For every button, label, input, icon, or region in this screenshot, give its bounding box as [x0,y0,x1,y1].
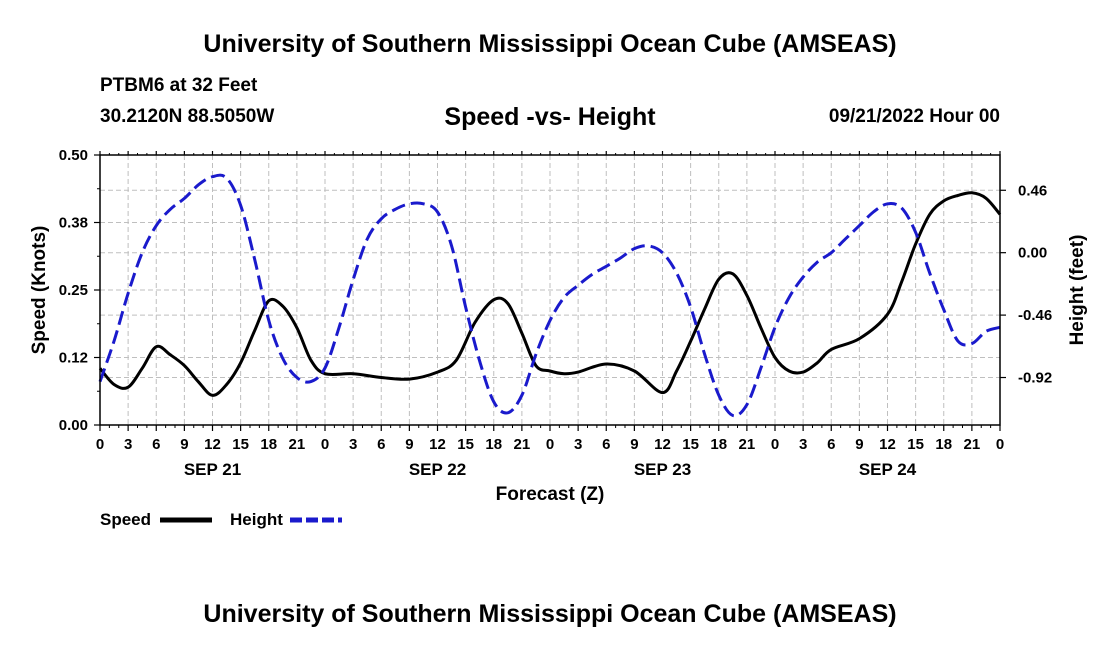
y2-tick-label: 0.46 [1018,182,1047,199]
x-tick-label: 21 [964,436,981,453]
legend-height-label: Height [230,510,283,529]
x-tick-label: 15 [232,436,249,453]
x-tick-label: 6 [602,436,610,453]
x-tick-label: 12 [429,436,446,453]
x-tick-label: 9 [630,436,638,453]
y2-tick-label: -0.92 [1018,370,1052,387]
y-tick-label: 0.38 [59,215,88,232]
y2-tick-label: 0.00 [1018,245,1047,262]
x-tick-label: 18 [935,436,952,453]
x-tick-label: 3 [799,436,807,453]
x-tick-label: 6 [152,436,160,453]
axis-ticks: 0 3 6 9 12 15 18 21 0 3 6 9 12 15 18 21 0 3 6 9 12 15 18 21 0 3 6 9… [59,147,1052,479]
x-tick-label: 18 [485,436,502,453]
series-line-height [98,173,1001,418]
day-label: SEP 23 [634,460,691,479]
grid [99,154,1001,426]
y-tick-label: 0.25 [59,282,88,299]
y-axis-label: Speed (Knots) [29,226,50,355]
page-title-bottom: University of Southern Mississippi Ocean… [203,600,897,628]
x-tick-label: 3 [574,436,582,453]
station-label: PTBM6 at 32 Feet [100,75,258,96]
x-tick-label: 21 [514,436,531,453]
x-axis-label: Forecast (Z) [496,484,605,505]
x-tick-label: 9 [405,436,413,453]
x-tick-label: 6 [377,436,385,453]
day-label: SEP 24 [859,460,917,479]
x-tick-label: 15 [907,436,924,453]
y2-axis-label: Height (feet) [1067,235,1088,346]
x-tick-label: 21 [289,436,306,453]
y-tick-label: 0.50 [59,147,88,164]
location-label: 30.2120N 88.5050W [100,106,275,127]
x-tick-label: 12 [204,436,221,453]
x-tick-label: 15 [682,436,699,453]
legend-speed-label: Speed [100,510,151,529]
x-tick-label: 9 [180,436,188,453]
x-tick-label: 21 [739,436,756,453]
chart-title: Speed -vs- Height [444,103,656,131]
x-tick-label: 15 [457,436,474,453]
x-tick-label: 0 [321,436,329,453]
day-label: SEP 21 [184,460,241,479]
x-tick-label: 9 [855,436,863,453]
plot-frame [99,154,1001,426]
series [98,173,1002,418]
y2-tick-label: -0.46 [1018,307,1052,324]
day-label: SEP 22 [409,460,466,479]
x-tick-label: 12 [879,436,896,453]
x-tick-label: 0 [771,436,779,453]
x-tick-label: 0 [996,436,1004,453]
x-tick-label: 0 [546,436,554,453]
y-tick-label: 0.12 [59,350,88,367]
x-tick-label: 0 [96,436,104,453]
series-line-speed [98,191,1002,397]
x-tick-label: 18 [260,436,277,453]
x-tick-label: 12 [654,436,671,453]
y-tick-label: 0.00 [59,417,88,434]
x-tick-label: 3 [349,436,357,453]
x-tick-label: 6 [827,436,835,453]
x-tick-label: 18 [710,436,727,453]
x-tick-label: 3 [124,436,132,453]
forecast-datetime: 09/21/2022 Hour 00 [828,106,1000,127]
page-title-top: University of Southern Mississippi Ocean… [203,30,897,58]
